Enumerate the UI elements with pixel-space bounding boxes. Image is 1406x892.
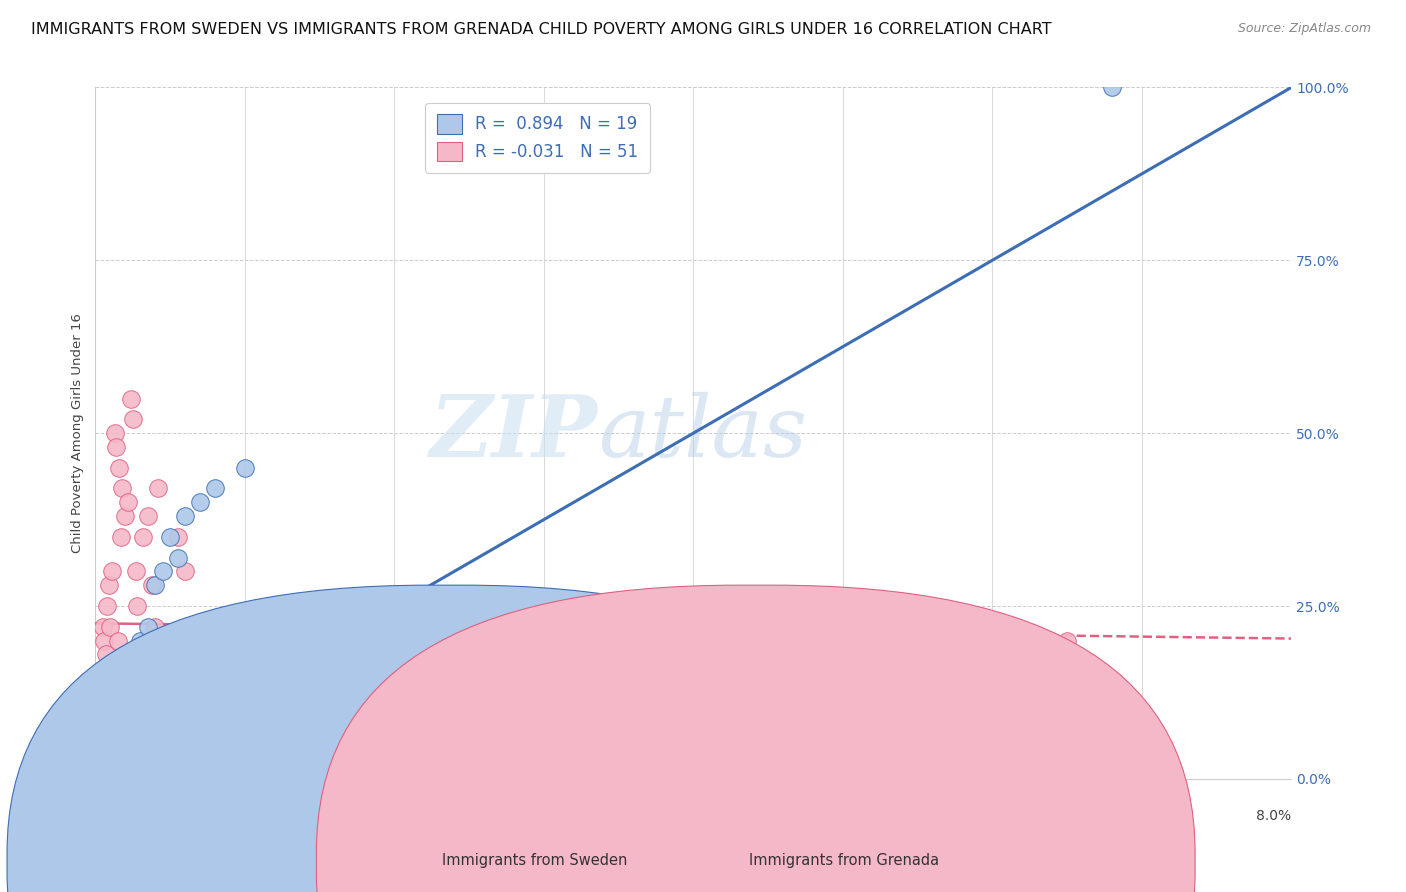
Point — [146, 482, 169, 496]
Point — [533, 668, 555, 682]
Point — [249, 620, 271, 634]
Point — [152, 565, 174, 579]
Point — [97, 578, 120, 592]
Point — [981, 620, 1004, 634]
Point — [101, 565, 124, 579]
Point — [93, 633, 115, 648]
Point — [831, 633, 853, 648]
Point — [907, 648, 929, 662]
Point — [233, 460, 256, 475]
Point — [756, 668, 779, 682]
Text: atlas: atlas — [598, 392, 807, 475]
Point — [188, 495, 211, 509]
Point — [166, 530, 188, 544]
Point — [181, 620, 204, 634]
Point — [114, 716, 136, 731]
Point — [117, 495, 139, 509]
Legend: R =  0.894   N = 19, R = -0.031   N = 51: R = 0.894 N = 19, R = -0.031 N = 51 — [426, 103, 650, 173]
Point — [682, 689, 704, 703]
Point — [204, 668, 226, 682]
Text: Immigrants from Grenada: Immigrants from Grenada — [748, 854, 939, 868]
Text: 0.0%: 0.0% — [96, 809, 131, 823]
Point — [107, 633, 129, 648]
Point — [159, 668, 181, 682]
Point — [156, 648, 179, 662]
Text: Immigrants from Sweden: Immigrants from Sweden — [441, 854, 627, 868]
Point — [204, 482, 226, 496]
Point — [105, 440, 128, 454]
Point — [127, 599, 149, 613]
Point — [132, 530, 155, 544]
Point — [141, 578, 163, 592]
Point — [111, 689, 134, 703]
Point — [104, 426, 127, 441]
Point — [143, 620, 166, 634]
Point — [294, 668, 316, 682]
Point — [121, 668, 143, 682]
Point — [136, 620, 159, 634]
Point — [607, 648, 630, 662]
Text: 8.0%: 8.0% — [1256, 809, 1291, 823]
Y-axis label: Child Poverty Among Girls Under 16: Child Poverty Among Girls Under 16 — [72, 313, 84, 553]
Point — [96, 599, 118, 613]
Point — [121, 412, 143, 426]
Point — [219, 633, 242, 648]
Point — [94, 648, 117, 662]
Point — [233, 689, 256, 703]
Point — [98, 716, 121, 731]
Point — [188, 648, 211, 662]
Point — [458, 703, 481, 717]
Point — [108, 460, 131, 475]
Point — [98, 620, 121, 634]
Text: ZIP: ZIP — [430, 392, 598, 475]
Point — [91, 751, 114, 765]
Point — [129, 648, 152, 662]
Point — [152, 633, 174, 648]
Point — [103, 731, 125, 745]
Point — [159, 530, 181, 544]
Point — [166, 550, 188, 565]
Point — [103, 668, 125, 682]
Point — [111, 482, 134, 496]
Point — [1056, 633, 1078, 648]
Point — [1101, 80, 1123, 95]
Point — [107, 703, 129, 717]
Point — [143, 578, 166, 592]
Point — [129, 633, 152, 648]
Point — [120, 392, 142, 406]
Text: Source: ZipAtlas.com: Source: ZipAtlas.com — [1237, 22, 1371, 36]
Point — [96, 737, 118, 751]
Point — [263, 648, 285, 662]
Point — [136, 509, 159, 524]
Text: IMMIGRANTS FROM SWEDEN VS IMMIGRANTS FROM GRENADA CHILD POVERTY AMONG GIRLS UNDE: IMMIGRANTS FROM SWEDEN VS IMMIGRANTS FRO… — [31, 22, 1052, 37]
Point — [110, 530, 132, 544]
Point — [174, 509, 197, 524]
Point — [125, 565, 148, 579]
Point — [91, 620, 114, 634]
Point — [353, 620, 375, 634]
Point — [114, 509, 136, 524]
Point — [413, 633, 436, 648]
Point — [174, 565, 197, 579]
Point — [308, 633, 330, 648]
